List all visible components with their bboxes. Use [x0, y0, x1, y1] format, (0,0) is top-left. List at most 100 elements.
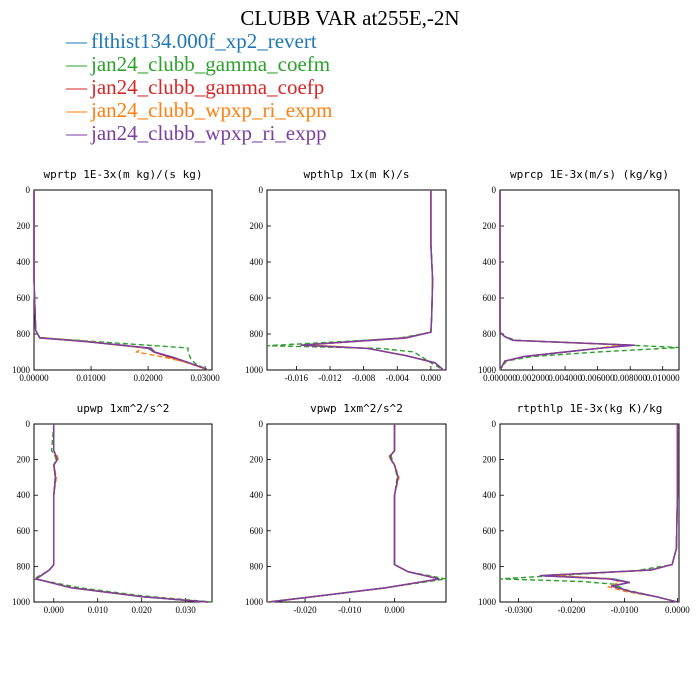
x-tick-label: 0.006000 — [581, 373, 615, 383]
y-tick-label: 0 — [259, 419, 264, 429]
series-line — [33, 190, 206, 370]
y-tick-label: 0 — [492, 419, 497, 429]
chart-panel: wprcp 1E-3x(m/s) (kg/kg) 0 200 400 600 800 100… — [478, 168, 680, 383]
legend-item: — jan24_clubb_gamma_coefm — [66, 53, 332, 76]
legend-label: jan24_clubb_wpxp_ri_expm — [91, 98, 333, 122]
chart-panel: rtpthlp 1E-3x(kg K)/kg02004006008001000-… — [478, 402, 690, 615]
series-line — [34, 424, 208, 603]
legend-label: jan24_clubb_gamma_coefm — [91, 52, 331, 76]
series-line — [33, 190, 207, 370]
y-tick-label: 800 — [483, 561, 497, 571]
legend-line-marker: — — [66, 75, 87, 99]
chart-panel: wpthlp 1x(m K)/s02004006008001000-0.016-… — [245, 168, 447, 383]
series-line — [499, 190, 636, 371]
x-tick-label: 0.020 — [132, 605, 153, 615]
series-line — [34, 424, 208, 603]
series-line — [33, 190, 209, 371]
x-tick-label: 0.002000 — [516, 373, 550, 383]
series-line — [300, 190, 444, 371]
x-tick-label: 0.00000 — [19, 373, 49, 383]
legend-line-marker: — — [66, 29, 87, 53]
y-tick-label: 200 — [17, 221, 31, 231]
series-line — [269, 424, 440, 603]
y-tick-label: 600 — [483, 526, 497, 536]
x-tick-label: -0.0100 — [611, 605, 639, 615]
series-line — [499, 424, 679, 603]
panel-title: vpwp 1xm^2/s^2 — [310, 402, 403, 415]
x-tick-label: 0.03000 — [191, 373, 221, 383]
y-tick-label: 800 — [17, 329, 31, 339]
y-tick-label: 1000 — [12, 597, 31, 607]
x-tick-label: 0.004000 — [548, 373, 582, 383]
y-tick-label: 600 — [250, 526, 264, 536]
y-tick-label: 0 — [26, 185, 31, 195]
x-tick-label: -0.0200 — [558, 605, 586, 615]
x-tick-label: 0.000 — [384, 605, 405, 615]
x-tick-label: -0.012 — [318, 373, 341, 383]
x-tick-label: 0.01000 — [76, 373, 106, 383]
series-line — [269, 424, 440, 603]
x-tick-label: -0.004 — [386, 373, 410, 383]
series-line — [266, 424, 447, 603]
series-line — [33, 190, 208, 370]
y-tick-label: 200 — [483, 455, 497, 465]
panel-title: wpthlp 1x(m K)/s — [304, 168, 410, 181]
y-tick-label: 600 — [17, 526, 31, 536]
x-tick-label: 0.010 — [88, 605, 109, 615]
y-tick-label: 800 — [483, 329, 497, 339]
panel-title: wprcp 1E-3x(m/s) (kg/kg) — [510, 168, 669, 181]
legend-item: — jan24_clubb_wpxp_ri_expm — [66, 99, 332, 122]
y-tick-label: 1000 — [478, 597, 497, 607]
chart-panel: wprtp 1E-3x(m kg)/(s kg) 0 200 400 600 800 100… — [12, 168, 220, 383]
y-tick-label: 600 — [17, 293, 31, 303]
x-tick-label: 0.030 — [176, 605, 197, 615]
y-tick-label: 400 — [483, 257, 497, 267]
legend-item: — jan24_clubb_gamma_coefp — [66, 76, 332, 99]
series-line — [269, 424, 440, 603]
plot-frame — [266, 423, 447, 603]
x-tick-label: 0.000000 — [483, 373, 517, 383]
chart-panel: upwp 1xm^2/s^2 0 200 400 600 800 1000 0.000 0.01… — [12, 402, 213, 615]
y-tick-label: 400 — [17, 257, 31, 267]
y-tick-label: 0 — [492, 185, 497, 195]
y-tick-label: 200 — [250, 221, 264, 231]
legend-line-marker: — — [66, 121, 87, 145]
legend-label: jan24_clubb_wpxp_ri_expp — [91, 121, 327, 145]
y-tick-label: 1000 — [478, 365, 497, 375]
x-tick-label: -0.010 — [338, 605, 362, 615]
plot-frame — [499, 423, 680, 603]
y-tick-label: 200 — [250, 455, 264, 465]
series-line — [269, 424, 440, 603]
y-tick-label: 200 — [17, 455, 31, 465]
y-tick-label: 0 — [26, 419, 31, 429]
plot-frame — [33, 423, 213, 603]
y-tick-label: 200 — [483, 221, 497, 231]
series-line — [266, 190, 444, 371]
y-tick-label: 600 — [483, 293, 497, 303]
y-tick-label: 1000 — [245, 597, 264, 607]
series-line — [33, 190, 207, 370]
panel-title: wprtp 1E-3x(m kg)/(s kg) — [44, 168, 203, 181]
x-tick-label: 0.000 — [421, 373, 442, 383]
x-tick-label: 0.02000 — [133, 373, 163, 383]
y-tick-label: 800 — [17, 561, 31, 571]
figure-title: CLUBB VAR at255E,-2N — [240, 6, 460, 30]
y-tick-label: 400 — [250, 257, 264, 267]
x-tick-label: -0.0300 — [505, 605, 533, 615]
series-line — [34, 424, 208, 603]
chart-panel: vpwp 1xm^2/s^2 0 200 400 600 800 1000 -0.020 -0.… — [245, 402, 447, 615]
x-tick-label: 0.0000 — [665, 605, 690, 615]
legend-label: jan24_clubb_gamma_coefp — [91, 75, 325, 99]
y-tick-label: 1000 — [12, 365, 31, 375]
legend-line-marker: — — [66, 98, 87, 122]
x-tick-label: -0.008 — [352, 373, 376, 383]
legend: — flthist134.000f_xp2_revert — jan24_clubb_… — [66, 30, 332, 145]
x-tick-label: -0.016 — [285, 373, 309, 383]
y-tick-label: 400 — [250, 490, 264, 500]
series-line — [32, 423, 213, 603]
series-line — [34, 424, 208, 603]
y-tick-label: 400 — [483, 490, 497, 500]
legend-label: flthist134.000f_xp2_revert — [91, 29, 317, 53]
y-tick-label: 400 — [17, 490, 31, 500]
